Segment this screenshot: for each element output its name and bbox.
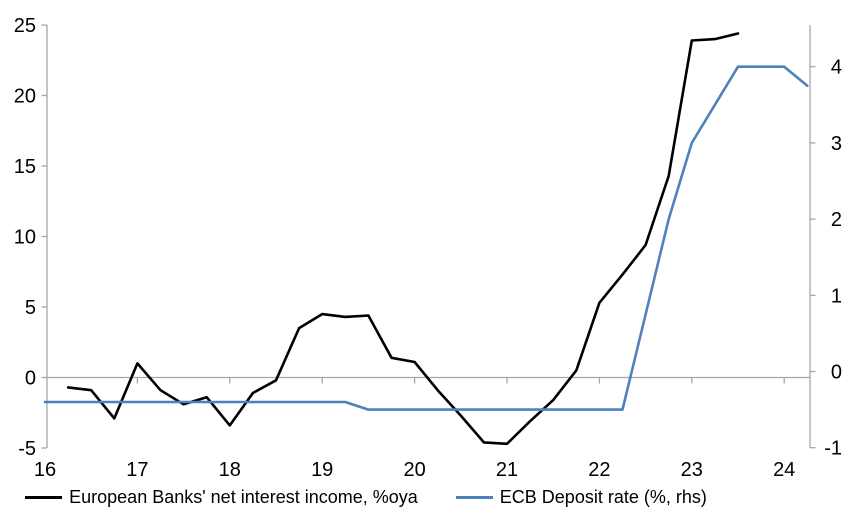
svg-text:20: 20 <box>403 459 425 481</box>
svg-text:5: 5 <box>25 297 36 319</box>
svg-text:2: 2 <box>831 209 842 231</box>
svg-text:0: 0 <box>25 368 36 390</box>
svg-text:22: 22 <box>588 459 610 481</box>
svg-text:21: 21 <box>496 459 518 481</box>
svg-text:10: 10 <box>14 227 36 249</box>
legend-label-net-interest-income: European Banks' net interest income, %oy… <box>69 487 418 507</box>
svg-text:20: 20 <box>14 86 36 108</box>
svg-text:16: 16 <box>34 459 56 481</box>
svg-text:0: 0 <box>831 362 842 384</box>
legend-item-net-interest-income: European Banks' net interest income, %oy… <box>25 487 418 508</box>
blue-line-swatch-icon <box>455 496 493 499</box>
svg-text:17: 17 <box>126 459 148 481</box>
svg-text:3: 3 <box>831 133 842 155</box>
svg-text:-5: -5 <box>18 438 36 460</box>
svg-text:4: 4 <box>831 57 842 79</box>
legend-label-ecb-deposit-rate: ECB Deposit rate (%, rhs) <box>499 487 707 507</box>
svg-text:23: 23 <box>681 459 703 481</box>
svg-text:18: 18 <box>219 459 241 481</box>
svg-text:15: 15 <box>14 156 36 178</box>
legend-item-ecb-deposit-rate: ECB Deposit rate (%, rhs) <box>455 487 707 508</box>
black-line-swatch-icon <box>25 496 63 499</box>
svg-text:19: 19 <box>311 459 333 481</box>
svg-text:1: 1 <box>831 285 842 307</box>
svg-text:24: 24 <box>773 459 795 481</box>
chart-legend: European Banks' net interest income, %oy… <box>0 487 792 508</box>
svg-text:-1: -1 <box>824 438 842 460</box>
svg-text:25: 25 <box>14 15 36 37</box>
